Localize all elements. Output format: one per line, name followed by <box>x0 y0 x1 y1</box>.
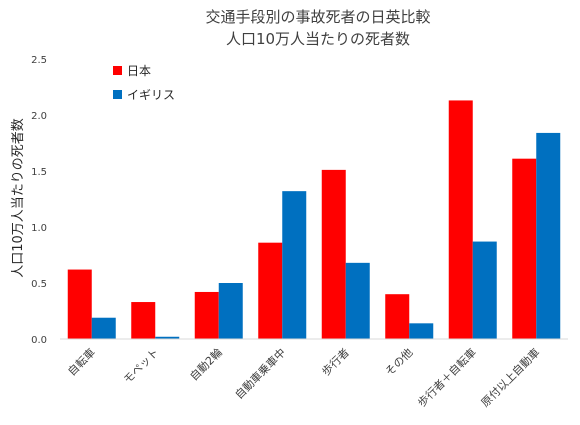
bar-uk-3 <box>282 191 307 339</box>
x-tick-label: 歩行者 <box>319 345 352 378</box>
x-tick-label: 歩行者＋自転車 <box>415 345 479 409</box>
x-tick-label: 原付以上自動車 <box>478 345 542 409</box>
y-tick-label: 0.5 <box>31 279 47 290</box>
y-tick-label: 2.0 <box>31 111 47 122</box>
legend-label-japan: 日本 <box>127 64 151 78</box>
bar-japan-4 <box>321 169 346 339</box>
bar-uk-4 <box>345 262 370 339</box>
chart-subtitle: 人口10万人当たりの死者数 <box>226 30 410 48</box>
bar-japan-2 <box>194 291 219 339</box>
x-axis: 自転車 モペット 自動2輪 自動車乗車中 歩行者 その他 歩行者＋自転車 原付以上自動車 <box>65 345 543 409</box>
bar-japan-5 <box>385 294 410 339</box>
bar-uk-2 <box>218 283 243 339</box>
x-tick-label: モペット <box>121 346 161 386</box>
x-tick-label: 自動2輪 <box>187 345 225 383</box>
bar-japan-7 <box>512 158 537 339</box>
legend-label-uk: イギリス <box>127 88 175 102</box>
bars-group <box>67 100 561 339</box>
bar-uk-0 <box>91 317 116 339</box>
bar-uk-1 <box>155 336 180 339</box>
x-tick-label: その他 <box>383 346 416 379</box>
y-tick-label: 1.0 <box>31 223 47 234</box>
y-tick-label: 2.5 <box>31 55 47 66</box>
bar-japan-1 <box>131 302 156 339</box>
bar-japan-0 <box>67 269 92 339</box>
y-axis-label: 人口10万人当たりの死者数 <box>11 118 26 278</box>
bar-uk-5 <box>409 323 434 339</box>
bar-uk-7 <box>536 132 561 339</box>
x-tick-label: 自動車乗車中 <box>232 345 289 402</box>
bar-japan-3 <box>258 242 283 339</box>
bar-uk-6 <box>472 241 497 339</box>
legend-swatch-japan <box>113 66 122 75</box>
y-axis: 0.0 0.5 1.0 1.5 2.0 2.5 <box>31 55 47 346</box>
y-tick-label: 1.5 <box>31 167 47 178</box>
legend-swatch-uk <box>113 90 122 99</box>
bar-japan-6 <box>448 100 473 339</box>
chart-title: 交通手段別の事故死者の日英比較 <box>205 8 430 26</box>
x-tick-label: 自転車 <box>65 345 98 378</box>
y-tick-label: 0.0 <box>31 335 47 346</box>
